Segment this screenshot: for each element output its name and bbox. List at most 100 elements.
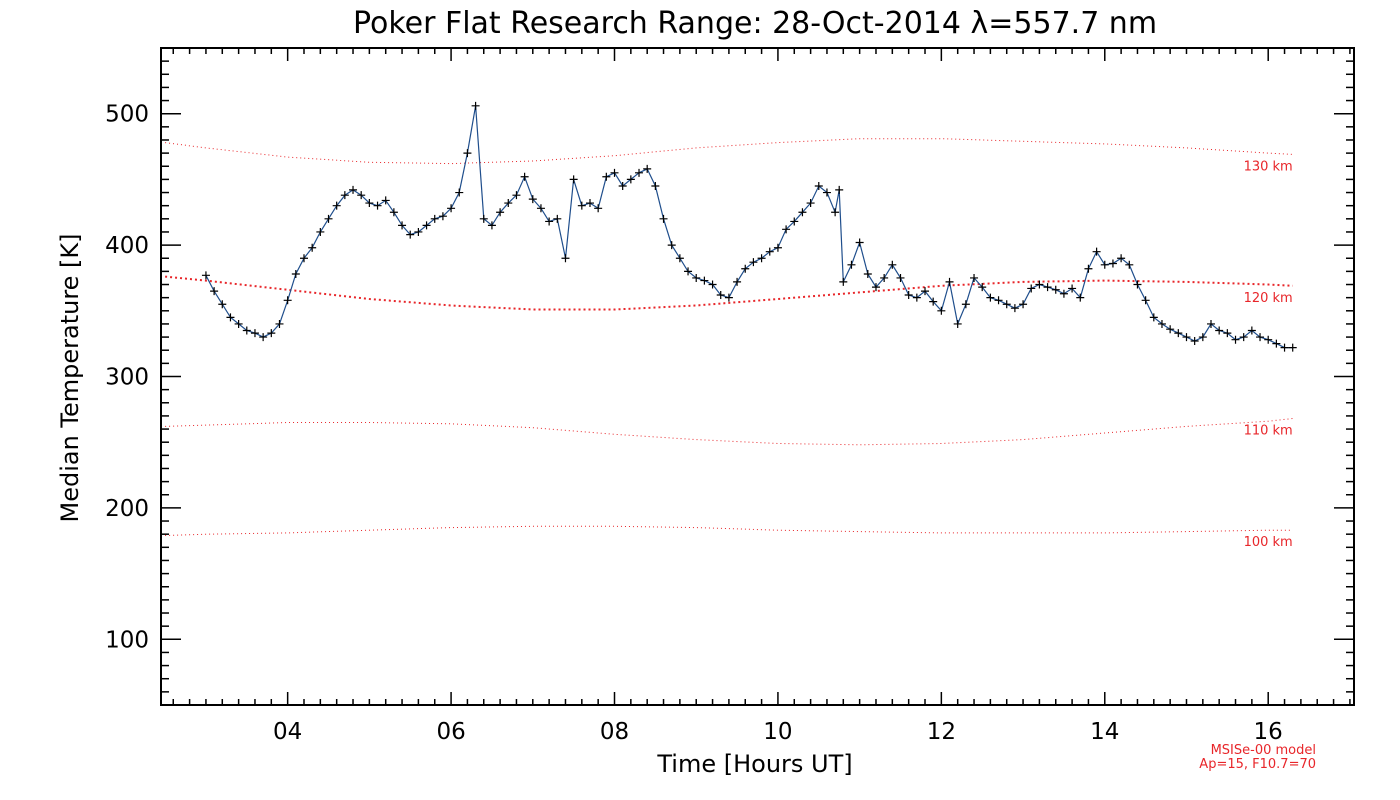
data-point bbox=[912, 293, 921, 302]
y-tick-label: 200 bbox=[105, 496, 149, 522]
data-point bbox=[871, 283, 880, 292]
x-tick-label: 08 bbox=[600, 719, 629, 745]
data-point bbox=[782, 225, 791, 234]
data-point bbox=[1247, 326, 1256, 335]
model-note-line-1: MSISe-00 model bbox=[1211, 743, 1316, 758]
data-point bbox=[978, 283, 987, 292]
x-tick-label: 04 bbox=[273, 719, 302, 745]
data-point bbox=[602, 172, 611, 181]
data-point bbox=[724, 293, 733, 302]
model-curve-label: 110 km bbox=[1244, 424, 1293, 439]
model-curves: 130 km 120 km 110 km 100 km bbox=[165, 138, 1293, 550]
data-point bbox=[1043, 283, 1052, 292]
data-point bbox=[863, 270, 872, 279]
x-tick-label: 12 bbox=[927, 719, 956, 745]
data-point bbox=[594, 204, 603, 213]
data-point bbox=[553, 214, 562, 223]
data-point bbox=[234, 319, 243, 328]
data-point bbox=[716, 291, 725, 300]
data-point bbox=[994, 296, 1003, 305]
data-point bbox=[945, 277, 954, 286]
data-point bbox=[1239, 333, 1248, 342]
data-point bbox=[847, 260, 856, 269]
data-point bbox=[708, 280, 717, 289]
data-point bbox=[349, 185, 358, 194]
data-point bbox=[267, 329, 276, 338]
data-point bbox=[471, 101, 480, 110]
data-series bbox=[201, 101, 1297, 352]
data-point bbox=[1092, 247, 1101, 256]
data-point bbox=[822, 188, 831, 197]
model-curve-label: 130 km bbox=[1244, 159, 1293, 174]
data-point bbox=[1182, 333, 1191, 342]
data-point bbox=[250, 329, 259, 338]
data-point bbox=[316, 227, 325, 236]
data-point bbox=[545, 217, 554, 226]
data-point bbox=[790, 217, 799, 226]
data-point bbox=[986, 293, 995, 302]
data-point bbox=[1027, 284, 1036, 293]
data-point bbox=[1068, 284, 1077, 293]
data-point bbox=[226, 313, 235, 322]
data-point bbox=[765, 247, 774, 256]
data-point bbox=[937, 306, 946, 315]
model-curve-100-km bbox=[165, 525, 1293, 536]
chart-title: Poker Flat Research Range: 28-Oct-2014 λ… bbox=[353, 6, 1157, 41]
data-point bbox=[773, 243, 782, 252]
data-point bbox=[1280, 343, 1289, 352]
data-point bbox=[1215, 326, 1224, 335]
data-point bbox=[741, 264, 750, 273]
data-point bbox=[757, 254, 766, 263]
data-point bbox=[1133, 280, 1142, 289]
data-point bbox=[659, 214, 668, 223]
data-point bbox=[610, 168, 619, 177]
data-point bbox=[1019, 300, 1028, 309]
data-point bbox=[308, 243, 317, 252]
data-point bbox=[806, 199, 815, 208]
data-point bbox=[1117, 254, 1126, 263]
model-note-line-2: Ap=15, F10.7=70 bbox=[1199, 757, 1316, 772]
plot-frame bbox=[160, 47, 1355, 706]
axis-ticks: 04 06 08 10 12 14 16 100 200 300 400 500 bbox=[105, 47, 1354, 745]
data-point bbox=[496, 208, 505, 217]
data-point bbox=[585, 199, 594, 208]
x-tick-label: 14 bbox=[1090, 719, 1119, 745]
data-point bbox=[438, 212, 447, 221]
data-point bbox=[1076, 293, 1085, 302]
data-point bbox=[953, 319, 962, 328]
data-point bbox=[1108, 259, 1117, 268]
data-point bbox=[798, 208, 807, 217]
y-tick-label: 400 bbox=[105, 233, 149, 259]
data-point bbox=[406, 230, 415, 239]
data-point bbox=[324, 214, 333, 223]
data-point bbox=[299, 254, 308, 263]
data-point bbox=[1174, 329, 1183, 338]
data-point bbox=[1166, 325, 1175, 334]
model-curve-130-km bbox=[165, 138, 1293, 165]
data-point bbox=[340, 191, 349, 200]
data-point bbox=[1010, 304, 1019, 313]
data-point bbox=[1157, 319, 1166, 328]
data-point bbox=[961, 300, 970, 309]
data-point bbox=[487, 221, 496, 230]
data-point bbox=[373, 201, 382, 210]
data-point bbox=[1272, 339, 1281, 348]
data-point bbox=[643, 164, 652, 173]
data-point bbox=[291, 270, 300, 279]
data-point bbox=[929, 297, 938, 306]
data-point bbox=[1264, 335, 1273, 344]
data-point bbox=[1223, 329, 1232, 338]
data-point bbox=[275, 319, 284, 328]
data-point bbox=[888, 260, 897, 269]
data-point bbox=[479, 214, 488, 223]
data-point bbox=[259, 333, 268, 342]
y-tick-label: 500 bbox=[105, 102, 149, 128]
data-point bbox=[1002, 300, 1011, 309]
data-point bbox=[831, 208, 840, 217]
data-point bbox=[835, 185, 844, 194]
data-point bbox=[733, 277, 742, 286]
data-point bbox=[365, 199, 374, 208]
data-point bbox=[684, 267, 693, 276]
data-point bbox=[398, 221, 407, 230]
x-tick-label: 16 bbox=[1254, 719, 1283, 745]
